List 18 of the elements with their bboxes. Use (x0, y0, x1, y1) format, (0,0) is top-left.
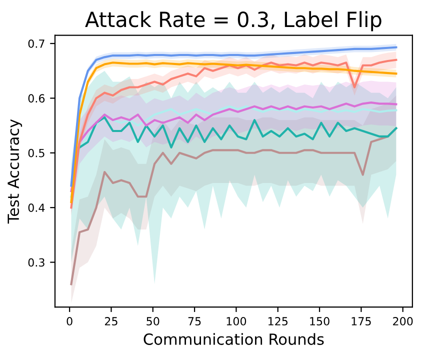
y-tick-label: 0.7 (28, 39, 44, 48)
x-tick-label: 200 (393, 317, 413, 326)
y-tick-label: 0.4 (28, 204, 45, 212)
chart-title: Attack Rate = 0.3, Label Flip (85, 11, 382, 32)
x-tick-label: 50 (146, 317, 160, 326)
y-tick-label: 0.3 (28, 258, 44, 267)
line-series (78, 116, 398, 148)
x-tick-label: 100 (226, 317, 246, 326)
x-axis-title: Communication Rounds (144, 333, 324, 345)
y-tick-label: 0.6 (28, 94, 45, 103)
y-axis-title: Test Accuracy (8, 119, 22, 224)
y-tick-label: 0.5 (28, 148, 44, 158)
x-tick-label: 150 (310, 317, 330, 326)
x-tick-label: 75 (188, 317, 201, 326)
x-tick-label: 125 (268, 317, 288, 326)
x-tick-label: 175 (352, 317, 371, 326)
x-tick-label: 25 (104, 317, 118, 326)
x-tick-label: 0 (66, 317, 72, 326)
